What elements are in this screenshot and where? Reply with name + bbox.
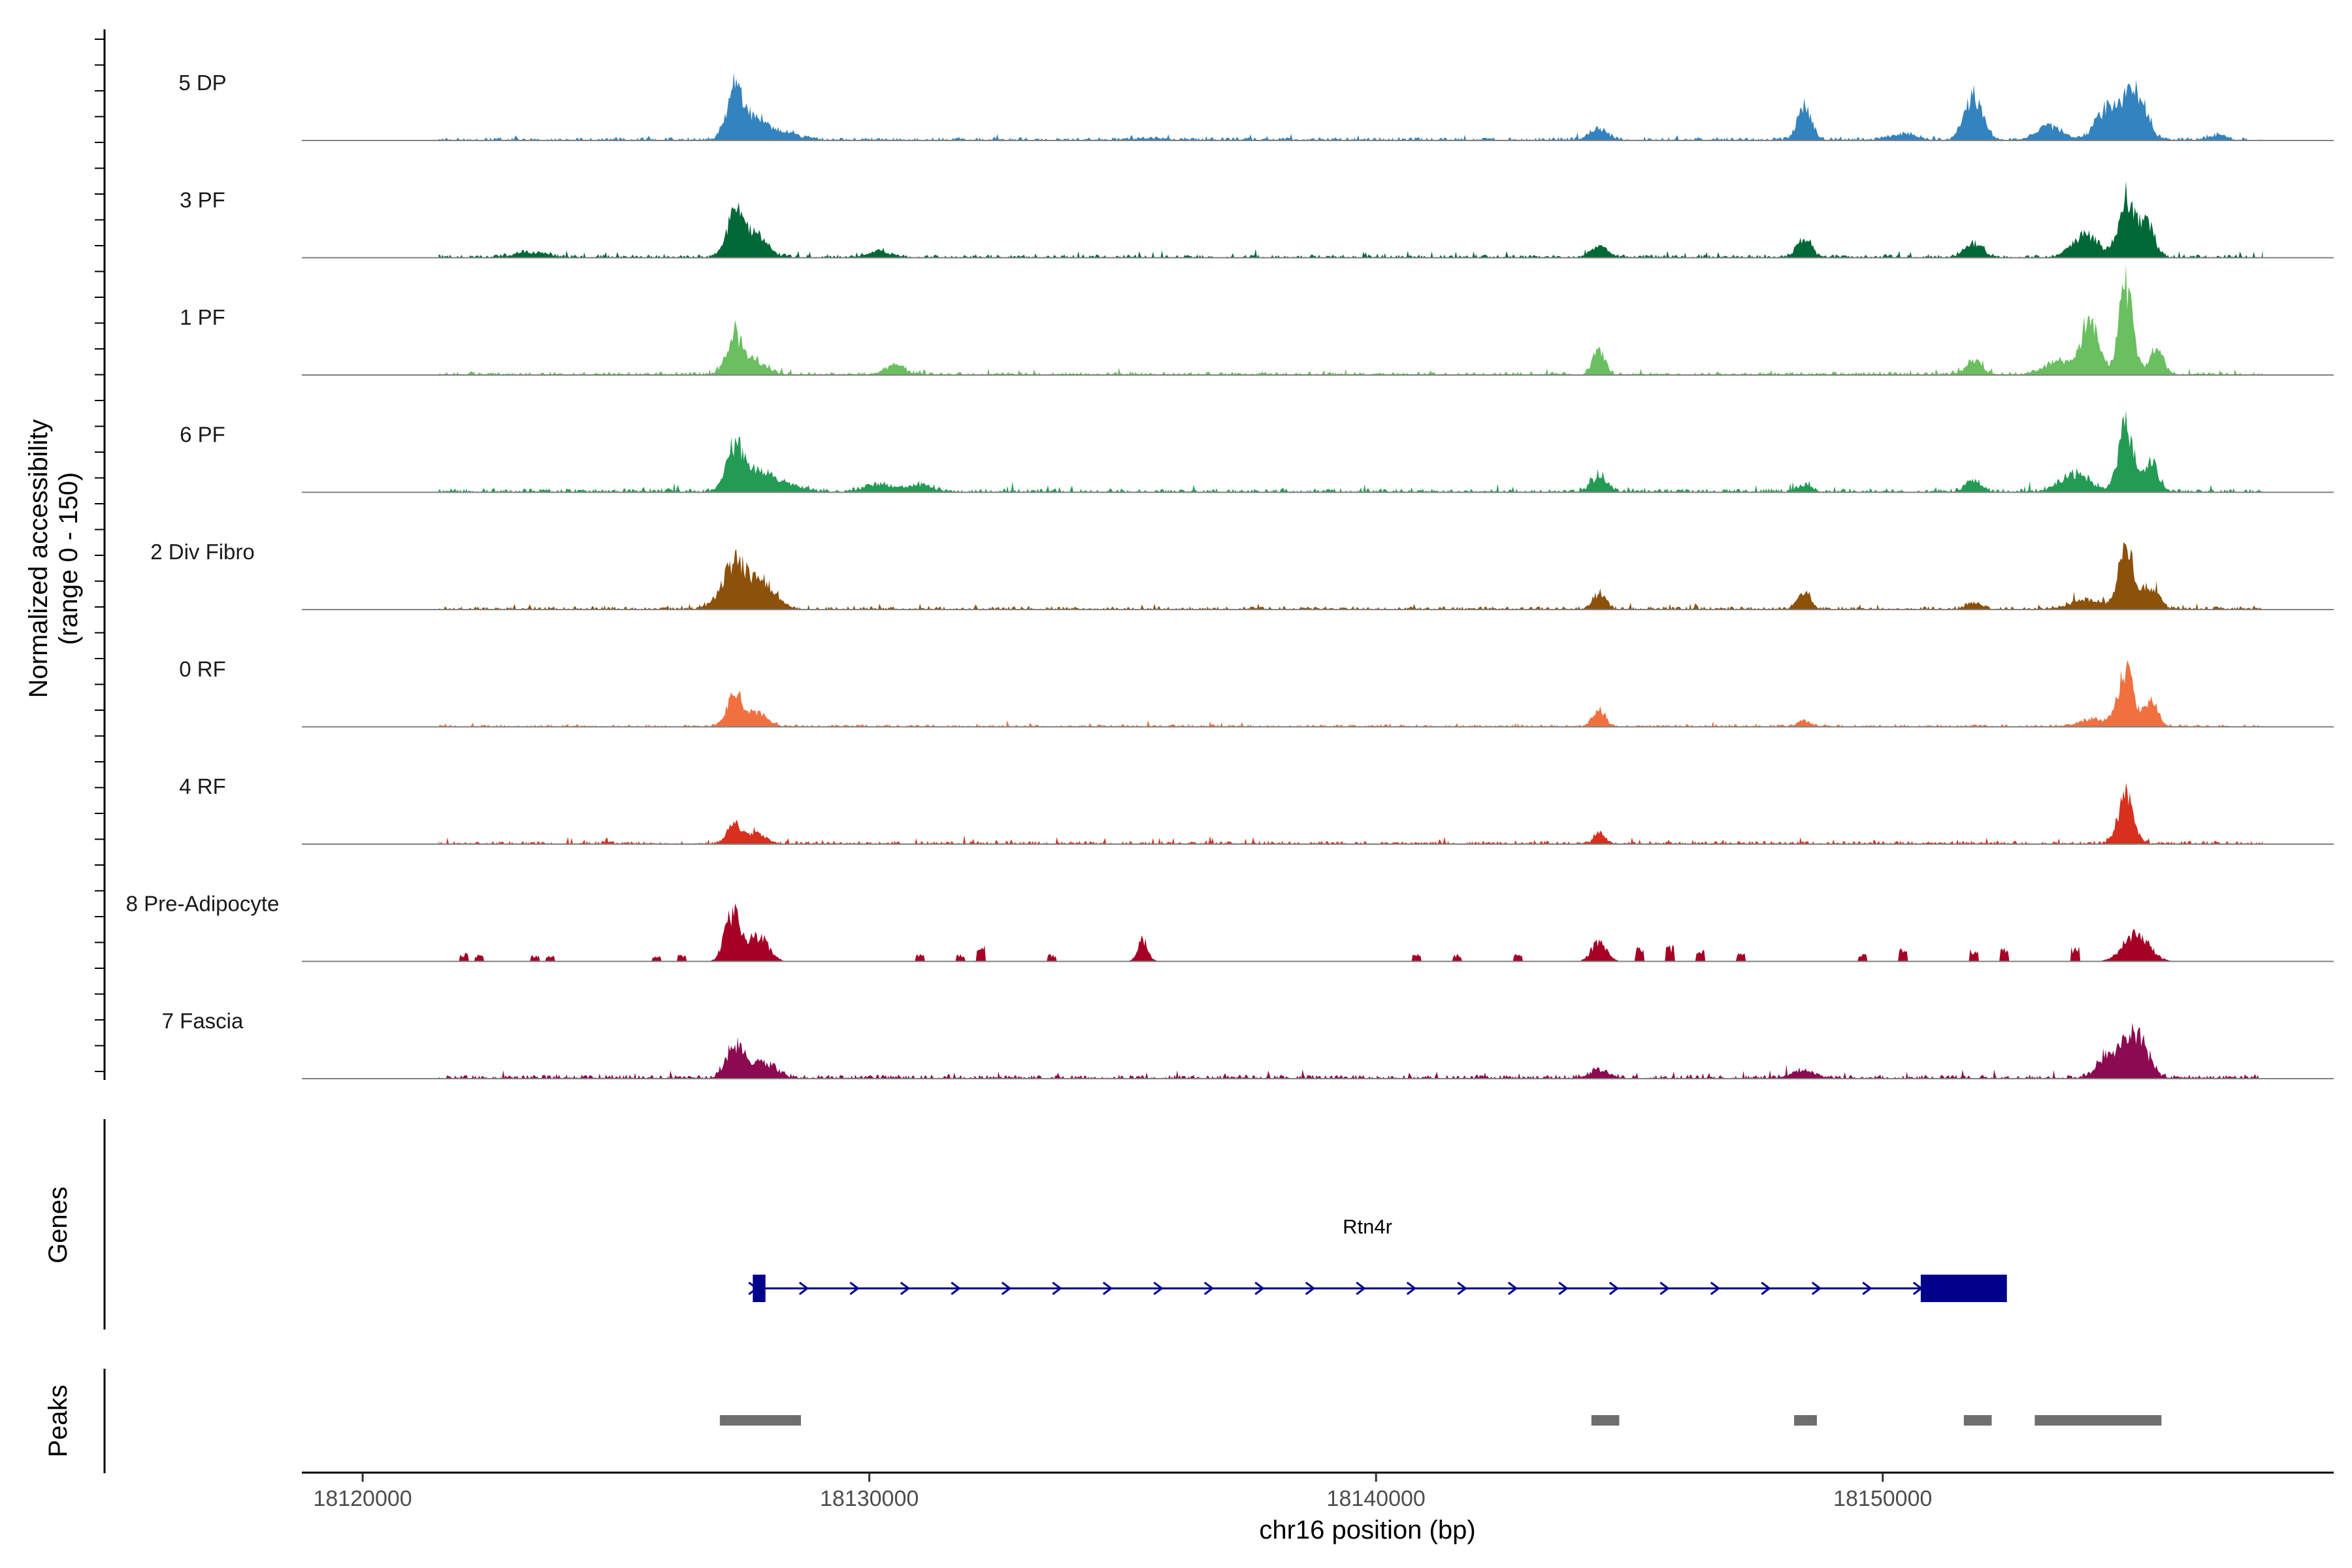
- strand-arrow: [849, 1281, 860, 1296]
- track-6-pf: 6 PF: [180, 410, 2334, 493]
- track-label: 2 Div Fibro: [150, 540, 255, 564]
- peak-regions: [719, 1415, 2162, 1426]
- coverage-y-title-line2: (range 0 - 150): [54, 472, 83, 645]
- track-label: 4 RF: [179, 774, 226, 798]
- peak-region: [1963, 1415, 1992, 1426]
- strand-arrow: [1609, 1281, 1620, 1296]
- strand-arrow: [1001, 1281, 1012, 1296]
- peak-region: [2034, 1415, 2162, 1426]
- coverage-y-ticks: [95, 39, 105, 1072]
- track-5-dp: 5 DP: [178, 71, 2334, 141]
- coverage-y-title-line1: Normalized accessibility: [24, 419, 53, 698]
- strand-arrow: [1254, 1281, 1265, 1296]
- coverage-area: [438, 660, 2263, 727]
- track-4-rf: 4 RF: [179, 774, 2334, 845]
- peaks-axis-title: Peaks: [44, 1384, 73, 1457]
- strand-arrow: [1356, 1281, 1366, 1296]
- strand-arrow: [1406, 1281, 1417, 1296]
- track-3-pf: 3 PF: [180, 180, 2334, 259]
- strand-arrow: [1457, 1281, 1467, 1296]
- coverage-area: [438, 542, 2263, 610]
- track-0-rf: 0 RF: [179, 657, 2334, 728]
- coverage-area: [438, 903, 2263, 962]
- strand-arrow: [951, 1281, 961, 1296]
- track-label: 7 Fascia: [162, 1009, 244, 1033]
- strand-arrow: [1153, 1281, 1164, 1296]
- strand-arrow: [1558, 1281, 1569, 1296]
- strand-arrow: [1761, 1281, 1771, 1296]
- strand-arrow: [1052, 1281, 1062, 1296]
- peak-region: [719, 1415, 801, 1426]
- track-7-fascia: 7 Fascia: [162, 1009, 2334, 1079]
- coverage-area: [438, 1022, 2263, 1079]
- strand-arrow: [798, 1281, 809, 1296]
- x-tick-label: 18150000: [1833, 1486, 1932, 1511]
- track-label: 3 PF: [180, 188, 225, 212]
- coverage-tracks: 5 DP 3 PF 1 PF 6 PF 2 Div Fibro 0 RF 4 RF 8 Pre…: [126, 71, 2334, 1079]
- gene-exon: [1920, 1275, 2007, 1302]
- strand-arrow: [1102, 1281, 1113, 1296]
- strand-arrow: [1659, 1281, 1670, 1296]
- peak-region: [1591, 1415, 1620, 1426]
- coverage-area: [438, 73, 2263, 140]
- gene-model: [748, 1275, 2007, 1302]
- track-8-pre-adipocyte: 8 Pre-Adipocyte: [126, 892, 2334, 962]
- strand-arrow: [1305, 1281, 1316, 1296]
- x-tick-label: 18140000: [1327, 1486, 1426, 1511]
- track-label: 1 PF: [180, 305, 225, 329]
- track-label: 5 DP: [178, 71, 226, 95]
- coverage-area: [438, 410, 2263, 493]
- track-label: 0 RF: [179, 657, 226, 681]
- strand-arrow: [1507, 1281, 1518, 1296]
- strand-arrow: [1710, 1281, 1721, 1296]
- x-axis-title: chr16 position (bp): [1259, 1516, 1475, 1544]
- strand-arrow: [900, 1281, 911, 1296]
- strand-arrow: [1811, 1281, 1822, 1296]
- coverage-area: [438, 783, 2263, 844]
- track-label: 6 PF: [180, 423, 225, 447]
- coverage-area: [438, 264, 2263, 375]
- coverage-area: [438, 180, 2263, 258]
- gene-exon: [753, 1275, 766, 1302]
- peak-region: [1794, 1415, 1817, 1426]
- x-tick-label: 18130000: [820, 1486, 919, 1511]
- track-1-pf: 1 PF: [180, 264, 2334, 376]
- x-axis-ticks: 18120000 18130000 18140000 18150000: [313, 1473, 1932, 1511]
- track-2-div-fibro: 2 Div Fibro: [150, 540, 2334, 610]
- strand-arrow: [1203, 1281, 1215, 1296]
- gene-label: Rtn4r: [1343, 1215, 1392, 1238]
- strand-arrow: [1862, 1281, 1872, 1296]
- genes-axis-title: Genes: [44, 1186, 73, 1264]
- track-label: 8 Pre-Adipocyte: [126, 892, 280, 916]
- x-tick-label: 18120000: [313, 1486, 412, 1511]
